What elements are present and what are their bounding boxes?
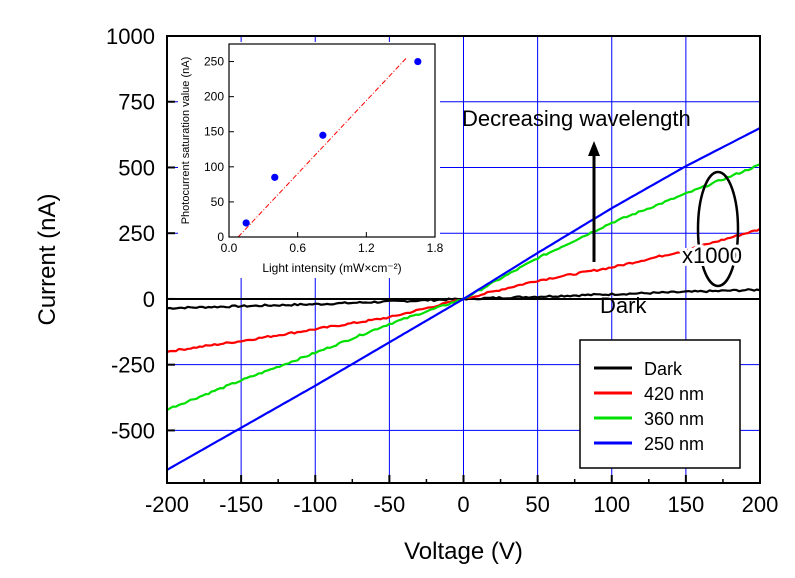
y-axis-title: Current (nA) — [34, 193, 61, 325]
main-series — [166, 127, 761, 471]
inset-y-axis-title: Photocurrent saturation value (nA) — [180, 57, 192, 225]
inset-data-point — [271, 173, 279, 181]
series-line-250-nm — [166, 127, 761, 471]
x-tick-label: 200 — [742, 492, 779, 517]
y-tick-label: 500 — [118, 155, 155, 180]
inset-y-tick-label: 250 — [204, 55, 224, 69]
y-tick-label: 750 — [118, 90, 155, 115]
annotation-scale: x1000 — [682, 243, 742, 268]
legend-box — [579, 339, 741, 469]
x-tick-label: -200 — [145, 492, 189, 517]
inset-content — [237, 57, 422, 238]
x-tick-label: 150 — [668, 492, 705, 517]
x-tick-label: 0 — [457, 492, 469, 517]
arrow-head — [588, 141, 600, 156]
inset-data-point — [319, 131, 327, 139]
inset-chart: 0.0 0.6 1.2 1.8 0 50 100 150 200 250 Light intens… — [178, 42, 444, 278]
y-tick-label: 0 — [143, 287, 155, 312]
legend-label: 360 nm — [644, 409, 704, 429]
main-ticks: -200 -150 -100 -50 0 50 100 150 200-500-25002505… — [106, 24, 778, 517]
inset-y-tick-label: 200 — [204, 90, 224, 104]
inset-y-tick-label: 50 — [211, 195, 225, 209]
legend-label: Dark — [644, 359, 683, 379]
inset-background — [178, 42, 440, 278]
y-tick-label: -250 — [111, 353, 155, 378]
inset-x-tick-label: 1.2 — [358, 241, 375, 255]
y-tick-label: 250 — [118, 221, 155, 246]
inset-ticks: 0.0 0.6 1.2 1.8 0 50 100 150 200 250 — [204, 55, 444, 255]
main-chart: -200 -150 -100 -50 0 50 100 150 200-500-25002505… — [34, 24, 778, 565]
legend-label: 250 nm — [644, 434, 704, 454]
x-tick-label: -50 — [373, 492, 405, 517]
inset-x-axis-title: Light intensity (mW×cm⁻²) — [262, 261, 401, 275]
x-tick-label: 100 — [593, 492, 630, 517]
annotation-dark: Dark — [600, 293, 647, 318]
inset-y-tick-label: 100 — [204, 160, 224, 174]
inset-plot-frame — [228, 43, 436, 238]
x-tick-label: -100 — [293, 492, 337, 517]
inset-data-point — [414, 57, 422, 66]
inset-x-tick-label: 0.6 — [289, 241, 306, 255]
annotation-ellipse — [696, 170, 740, 288]
inset-x-tick-label: 1.8 — [427, 241, 444, 255]
inset-data-point — [242, 219, 250, 227]
y-tick-label: 1000 — [106, 24, 155, 49]
x-tick-label: 50 — [525, 492, 549, 517]
x-tick-label: -150 — [219, 492, 263, 517]
annotation-decreasing-wavelength: Decreasing wavelength — [462, 106, 691, 131]
inset-fit-line — [237, 57, 407, 238]
legend-label: 420 nm — [644, 384, 704, 404]
inset-y-tick-label: 150 — [204, 125, 224, 139]
legend: Dark 420 nm 360 nm 250 nm — [579, 339, 741, 469]
x-axis-title: Voltage (V) — [404, 538, 523, 565]
inset-y-tick-label: 0 — [217, 230, 224, 244]
y-tick-label: -500 — [111, 418, 155, 443]
inset-x-tick-label: 0.0 — [221, 241, 238, 255]
